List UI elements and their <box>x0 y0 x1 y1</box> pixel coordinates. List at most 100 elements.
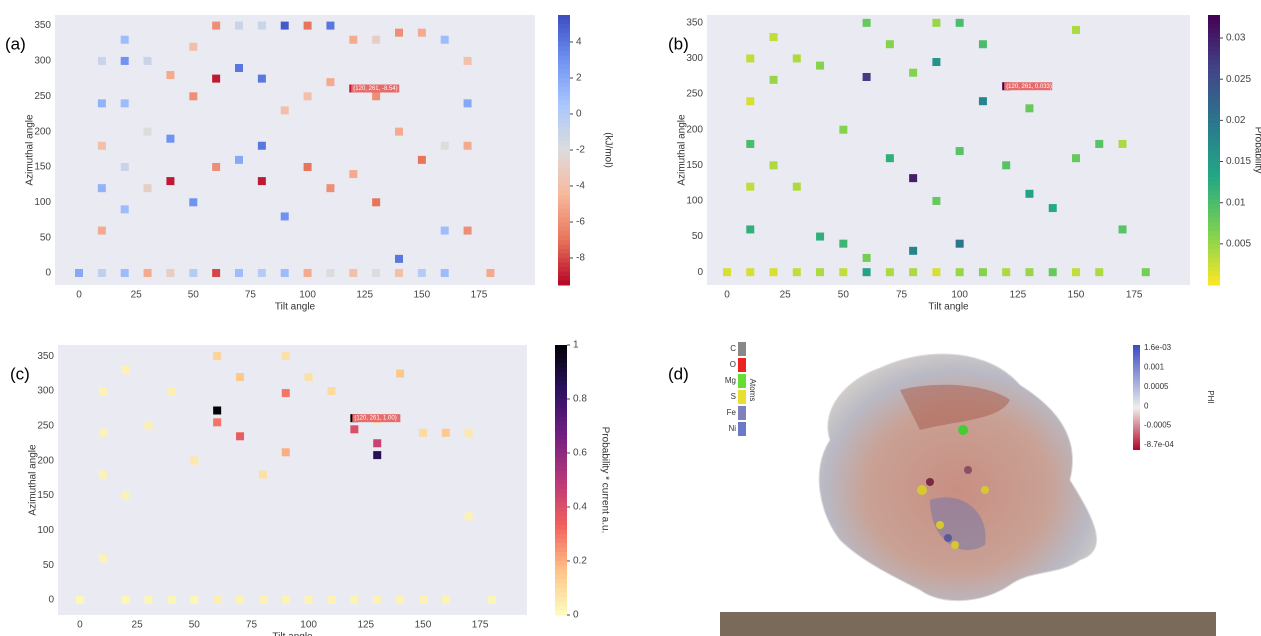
cell <box>257 74 266 83</box>
panel-d: (d) CO Mg S Fe Ni Atoms 1.6e-03 0.001 0.0005 0 -0.… <box>668 342 1216 636</box>
cell <box>121 491 130 500</box>
cell <box>909 174 918 183</box>
cell <box>1048 204 1057 213</box>
atom-label: S <box>731 392 736 401</box>
cell <box>257 268 266 277</box>
cell <box>349 268 358 277</box>
y-tick-label: 100 <box>37 525 54 536</box>
colorbar-step <box>1208 168 1220 173</box>
cell <box>769 33 778 42</box>
colorbar-step <box>558 60 570 65</box>
colorbar-step <box>1208 42 1220 47</box>
x-tick-label: 0 <box>76 290 82 301</box>
colorbar-step <box>558 177 570 182</box>
cell <box>909 68 918 77</box>
colorbar-step <box>1208 271 1220 277</box>
x-axis-label: Tilt angle <box>272 632 313 636</box>
colorbar-step <box>555 538 567 544</box>
colorbar-step <box>1208 226 1220 232</box>
colorbar-step <box>558 33 570 38</box>
x-tick-label: 125 <box>356 290 373 301</box>
cell <box>326 78 335 87</box>
cell <box>395 268 403 277</box>
cell <box>121 366 130 375</box>
colorbar-step <box>555 502 567 508</box>
cell <box>235 64 243 73</box>
cell <box>97 56 106 65</box>
cell <box>1095 139 1104 148</box>
cell <box>257 177 266 186</box>
plot-area <box>55 15 535 285</box>
colorbar-step <box>1208 123 1220 128</box>
colorbar-label: (kJ/mol) <box>602 132 613 168</box>
colorbar-step <box>555 574 567 580</box>
colorbar-step <box>1208 231 1220 236</box>
cell <box>190 456 199 465</box>
cell <box>1095 268 1104 277</box>
surface-patch <box>930 497 986 550</box>
atom <box>944 534 952 542</box>
colorbar-step <box>1208 159 1220 164</box>
cell <box>862 18 871 27</box>
colorbar-step <box>558 24 570 29</box>
colorbar-step <box>1208 109 1220 115</box>
cell <box>395 28 403 37</box>
x-tick-label: 150 <box>414 290 431 301</box>
cell <box>839 239 848 248</box>
cell <box>723 268 732 277</box>
y-tick-label: 0 <box>697 267 703 278</box>
colorbar-step <box>558 109 570 115</box>
cell <box>97 226 106 235</box>
cell <box>955 239 964 248</box>
cell <box>235 268 243 277</box>
y-tick-label: 250 <box>37 420 54 431</box>
cell <box>932 268 941 277</box>
cell <box>167 596 176 605</box>
y-tick-label: 50 <box>43 560 55 571</box>
cell <box>373 451 382 460</box>
colorbar-step <box>558 87 570 92</box>
colorbar-step <box>555 376 567 382</box>
colorbar-step <box>558 181 570 187</box>
cell <box>769 75 778 84</box>
cell <box>327 386 336 395</box>
colorbar-step <box>558 73 570 79</box>
x-tick-label: 175 <box>471 290 488 301</box>
colorbar-step <box>558 118 570 124</box>
cell <box>746 97 755 106</box>
colorbar-step <box>1208 172 1220 178</box>
cell <box>440 268 449 277</box>
colorbar-step <box>1208 280 1220 286</box>
y-tick-label: 300 <box>37 386 54 397</box>
colorbar-step <box>555 421 567 427</box>
cell <box>143 56 152 65</box>
cell <box>909 246 918 255</box>
cell <box>792 54 801 63</box>
cell <box>395 127 403 136</box>
y-tick-label: 150 <box>34 162 51 173</box>
colorbar-step <box>558 154 570 160</box>
cell <box>440 35 449 44</box>
cell <box>120 268 129 277</box>
colorbar-step <box>1208 213 1220 218</box>
cell <box>1118 225 1127 234</box>
colorbar-step <box>1208 55 1220 61</box>
cell <box>212 74 221 83</box>
y-tick-label: 150 <box>37 490 54 501</box>
colorbar-label: Probability <box>1252 127 1261 174</box>
cell <box>212 268 221 277</box>
colorbar-step <box>558 240 570 245</box>
colorbar-step <box>555 367 567 373</box>
cell <box>258 470 267 479</box>
cell <box>396 596 405 605</box>
y-tick-label: 300 <box>34 56 51 67</box>
colorbar-step <box>555 489 567 494</box>
y-tick-label: 250 <box>34 91 51 102</box>
colorbar-step <box>1208 150 1220 155</box>
cell <box>372 198 381 207</box>
cell <box>372 92 381 101</box>
colorbar-tick-label: 0 <box>576 109 582 120</box>
colorbar-step <box>555 448 567 454</box>
colorbar-step <box>555 462 567 467</box>
cell <box>487 596 496 605</box>
